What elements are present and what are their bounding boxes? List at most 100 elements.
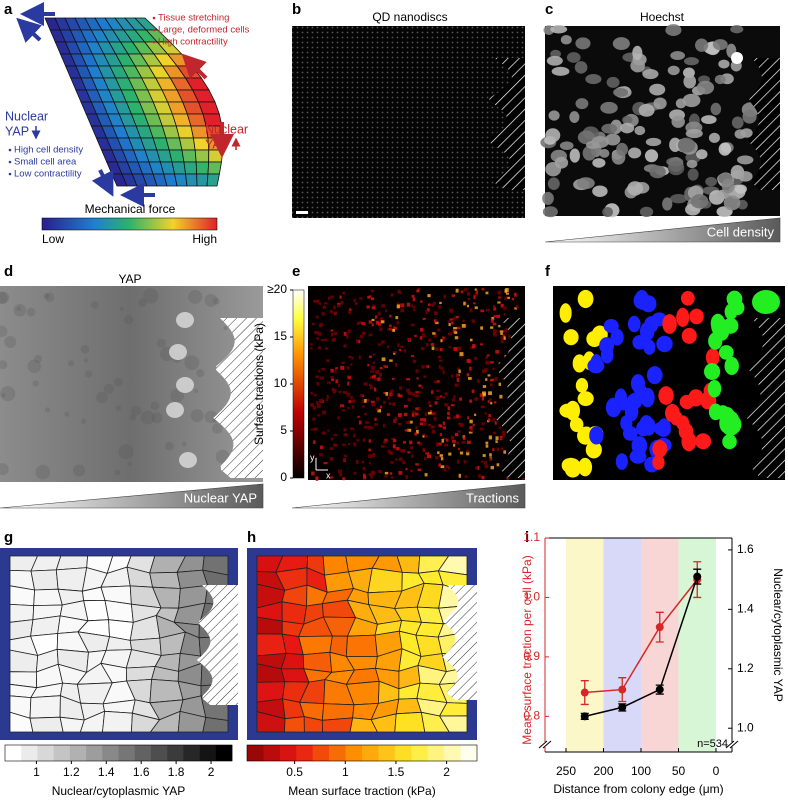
traction-speckle [310,343,313,346]
panel-letter: c [545,1,553,18]
traction-speckle [317,346,321,350]
cell-region [83,600,109,622]
traction-speckle [467,416,470,420]
bullet-text: High cell density [14,145,83,156]
traction-speckle [490,465,495,470]
traction-speckle [444,443,449,447]
traction-speckle [425,434,428,438]
y-tick-label: 1.0 [523,590,540,604]
nucleus [645,137,662,147]
traction-speckle [342,458,346,462]
traction-speckle [324,338,328,342]
traction-speckle [492,331,497,335]
traction-speckle [425,310,428,315]
traction-speckle [326,359,330,363]
traction-speckle [315,375,319,379]
traction-speckle [427,294,431,298]
traction-speckle [406,388,410,393]
traction-speckle [487,400,491,403]
gradient-wedge [291,483,526,509]
yap-speckle [193,389,199,394]
traction-speckle [442,396,446,399]
traction-speckle [397,413,402,418]
nucleus [670,51,686,61]
traction-speckle [403,412,408,417]
traction-speckle [406,429,409,432]
traction-speckle [443,294,446,299]
traction-speckle [486,361,489,364]
traction-speckle [411,410,416,414]
panel-letter: g [4,529,13,546]
colorbar-title: Mean surface traction (kPa) [288,784,435,798]
traction-speckle [430,343,435,346]
colorbar-tick-label: 5 [280,423,287,437]
traction-speckle [343,454,347,458]
traction-speckle [358,321,363,324]
traction-speckle [494,421,497,425]
nucleus [630,59,645,73]
traction-speckle [410,469,413,472]
traction-speckle [485,444,489,448]
traction-speckle [471,389,475,393]
traction-speckle [480,309,485,313]
traction-speckle [313,427,318,431]
traction-speckle [480,405,484,408]
traction-speckle [453,395,456,399]
colorbar-step [167,745,184,761]
colorbar-step [215,745,233,761]
cell-region [29,695,61,719]
traction-speckle [356,322,360,325]
traction-speckle [392,328,396,332]
nucleus [559,141,574,151]
traction-speckle [422,317,426,320]
traction-speckle [337,302,341,306]
yap-speckle [118,444,134,460]
traction-speckle [350,427,355,431]
traction-speckle [356,439,360,442]
traction-speckle [392,444,396,448]
cell-blob [662,314,677,334]
cell-blob [703,363,721,381]
traction-speckle [416,289,419,293]
colorbar-step [279,745,297,761]
traction-speckle [387,395,390,400]
traction-speckle [342,291,346,295]
y-axis-label: Mean surface traction per cell (kPa) [520,555,534,744]
cell-blob [658,386,674,405]
traction-speckle [390,293,394,297]
cell-region [30,569,59,591]
traction-speckle [482,385,487,388]
nucleus [677,137,696,153]
traction-speckle [454,336,459,340]
traction-speckle [481,422,485,426]
traction-speckle [440,367,444,371]
traction-speckle [333,311,338,315]
traction-speckle [442,421,445,426]
traction-speckle [493,329,497,334]
traction-speckle [414,334,417,337]
traction-speckle [343,344,347,348]
traction-speckle [339,473,343,477]
cell-region [149,571,181,589]
cell-blob [563,329,579,346]
traction-speckle [322,410,326,415]
traction-speckle [452,329,457,334]
nucleus [718,142,732,156]
traction-speckle [488,391,493,396]
traction-speckle [315,456,318,459]
colorbar-tick-label: 10 [274,376,288,390]
traction-speckle [439,454,444,457]
traction-speckle [347,381,350,386]
traction-speckle [398,457,403,461]
nucleus [612,37,630,51]
annotation: Nuclear [205,122,248,136]
cell-blob [578,457,593,477]
colorbar-step [21,745,38,761]
traction-speckle [392,439,397,443]
nucleus [705,176,718,187]
traction-speckle [391,377,395,380]
traction-speckle [364,398,367,403]
traction-speckle [418,406,421,411]
traction-speckle [406,302,411,307]
